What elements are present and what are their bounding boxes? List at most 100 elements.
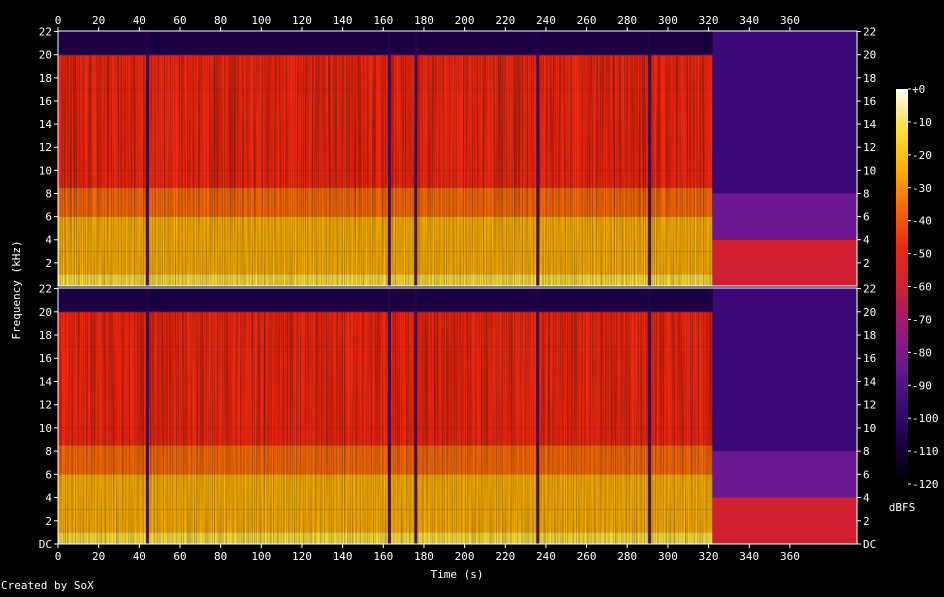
tail-band <box>712 239 857 286</box>
x-tick-label-top: 140 <box>333 14 353 27</box>
x-tick-label-top: 360 <box>780 14 800 27</box>
y-tick-label-left: 4 <box>45 234 52 247</box>
x-tick-label-bottom: 340 <box>739 550 759 563</box>
tail-band <box>712 451 857 498</box>
y-tick-label-right: 8 <box>863 445 870 458</box>
colorbar-tick-label: -120 <box>912 478 939 491</box>
tail-band <box>712 31 857 171</box>
y-tick-label-right: 12 <box>863 141 876 154</box>
colorbar-tick-label: -100 <box>912 412 939 425</box>
tail-band <box>712 427 857 452</box>
panel-frame <box>57 287 858 545</box>
x-tick-label-bottom: 80 <box>214 550 227 563</box>
x-tick-label-bottom: 240 <box>536 550 556 563</box>
x-tick-label-bottom: 260 <box>577 550 597 563</box>
y-tick-label-right: 18 <box>863 72 876 85</box>
x-tick-label-top: 240 <box>536 14 556 27</box>
x-tick-label-top: 60 <box>173 14 186 27</box>
x-tick-label-bottom: 100 <box>251 550 271 563</box>
x-tick-label-bottom: 60 <box>173 550 186 563</box>
x-tick-label-bottom: 120 <box>292 550 312 563</box>
y-tick-label-left: 16 <box>39 352 52 365</box>
y-tick-label-left: 10 <box>39 164 52 177</box>
x-tick-label-top: 80 <box>214 14 227 27</box>
dropout-line <box>414 31 418 286</box>
y-axis-label: Frequency (kHz) <box>10 240 23 339</box>
y-tick-label-left: 6 <box>45 468 52 481</box>
tail-band <box>712 193 857 240</box>
y-tick-label-right: 18 <box>863 329 876 342</box>
colorbar-tick-label: -80 <box>912 346 932 359</box>
y-tick-label-right: 20 <box>863 306 876 319</box>
x-tick-label-top: 260 <box>577 14 597 27</box>
y-tick-label-right: 20 <box>863 49 876 62</box>
y-tick-label-right: 6 <box>863 468 870 481</box>
x-axis-label: Time (s) <box>431 568 484 581</box>
y-tick-label-right: 16 <box>863 352 876 365</box>
colorbar-legend: +0 -10 -20 -30 -40 -50 -60 -70 -80 -90 -100 -110 -12… <box>889 83 939 514</box>
x-tick-label-bottom: 360 <box>780 550 800 563</box>
x-tick-label-top: 40 <box>133 14 146 27</box>
x-tick-label-bottom: 320 <box>699 550 719 563</box>
x-tick-label-top: 280 <box>617 14 637 27</box>
y-tick-label-right: 8 <box>863 187 870 200</box>
tail-band <box>712 288 857 428</box>
x-tick-label-bottom: 280 <box>617 550 637 563</box>
x-tick-label-top: 220 <box>495 14 515 27</box>
colorbar-tick-label: -70 <box>912 313 932 326</box>
y-tick-label-left: 2 <box>45 257 52 270</box>
x-tick-label-bottom: 160 <box>373 550 393 563</box>
spectral-band <box>58 31 713 55</box>
y-tick-label-left: 6 <box>45 211 52 224</box>
y-tick-label-left: 14 <box>39 375 53 388</box>
x-tick-label-bottom: 220 <box>495 550 515 563</box>
y-tick-label-left: 22 <box>39 26 52 39</box>
y-tick-label-right: 10 <box>863 422 876 435</box>
y-tick-label-left: 22 <box>39 283 52 296</box>
x-tick-label-top: 320 <box>699 14 719 27</box>
x-tick-label-bottom: 0 <box>55 550 62 563</box>
y-tick-label-right: 22 <box>863 283 876 296</box>
y-tick-label-right: 2 <box>863 515 870 528</box>
x-tick-label-top: 120 <box>292 14 312 27</box>
y-tick-label-left: 18 <box>39 329 52 342</box>
colorbar-gradient <box>896 89 908 484</box>
x-tick-label-top: 160 <box>373 14 393 27</box>
y-tick-label-left: 12 <box>39 141 52 154</box>
y-tick-label-left: 2 <box>45 515 52 528</box>
y-tick-label-right: 10 <box>863 164 876 177</box>
x-tick-label-bottom: 140 <box>333 550 353 563</box>
dropout-line <box>387 31 391 286</box>
dropout-line <box>648 31 652 286</box>
y-tick-label-right: 14 <box>863 375 877 388</box>
colorbar-unit-label: dBFS <box>889 501 916 514</box>
tail-band <box>712 497 857 544</box>
y-tick-label-left: 10 <box>39 422 52 435</box>
y-tick-label-right: 6 <box>863 211 870 224</box>
x-tick-label-bottom: 20 <box>92 550 105 563</box>
x-tick-label-top: 100 <box>251 14 271 27</box>
dropout-line <box>387 288 391 544</box>
dropout-line <box>536 31 540 286</box>
x-tick-label-top: 20 <box>92 14 105 27</box>
spectral-texture <box>58 54 713 286</box>
tail-band <box>712 170 857 194</box>
y-tick-label-left: 8 <box>45 445 52 458</box>
x-tick-label-bottom: 200 <box>455 550 475 563</box>
spectral-texture <box>58 311 713 544</box>
y-tick-label-right: 16 <box>863 95 876 108</box>
axes: 0 0 20 20 40 40 60 60 80 80 100 100 120 120 140 140 160 1… <box>55 14 800 563</box>
colorbar-tick-label: -40 <box>912 215 932 228</box>
x-tick-label-top: 340 <box>739 14 759 27</box>
y-tick-label-right: 4 <box>863 492 870 505</box>
y-tick-label-left: DC <box>39 538 52 551</box>
x-tick-label-bottom: 180 <box>414 550 434 563</box>
y-tick-label-left: 20 <box>39 306 52 319</box>
y-tick-label-left: 12 <box>39 399 52 412</box>
colorbar-tick-label: -20 <box>912 149 932 162</box>
panel-frame <box>57 30 858 287</box>
colorbar-tick-label: -110 <box>912 445 939 458</box>
